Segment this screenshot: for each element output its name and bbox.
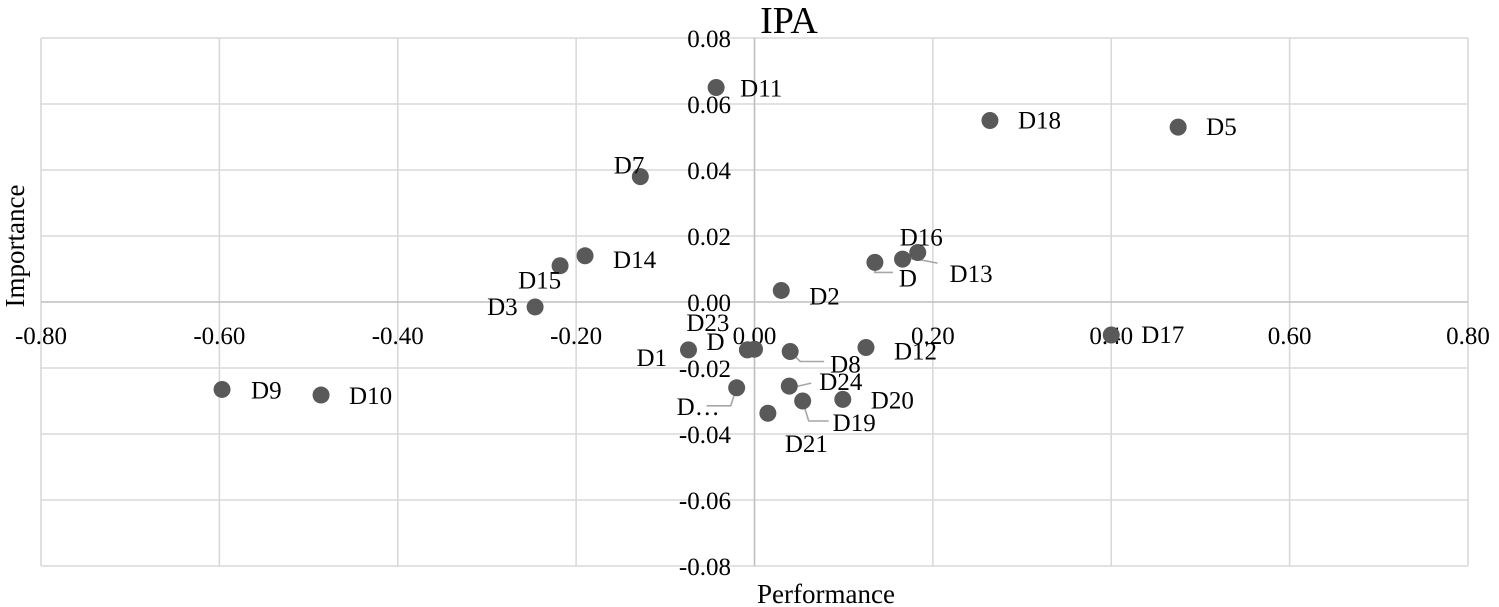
data-point-d <box>746 340 763 358</box>
data-label: D18 <box>1018 108 1061 135</box>
x-tick-label: -0.80 <box>15 323 67 350</box>
data-label: D <box>707 329 725 356</box>
data-label: D8 <box>830 352 861 379</box>
data-point-d5 <box>1169 118 1187 136</box>
x-tick-label: -0.60 <box>193 323 245 350</box>
data-point-d <box>728 379 746 397</box>
data-point-d11 <box>707 79 725 96</box>
data-label: D24 <box>819 369 863 396</box>
data-label: D23 <box>686 310 729 337</box>
y-tick-label: 0.08 <box>687 26 731 53</box>
data-label: D7 <box>614 153 645 180</box>
data-point-d17 <box>1102 326 1120 344</box>
data-point-d14 <box>576 247 594 265</box>
y-tick-label: -0.06 <box>679 488 731 515</box>
data-point-d13 <box>894 250 912 268</box>
data-label: D16 <box>900 225 943 252</box>
data-label: D13 <box>950 261 993 288</box>
data-point-d15 <box>551 257 569 275</box>
y-tick-label: 0.06 <box>687 92 731 119</box>
chart-title: IPA <box>760 0 818 42</box>
data-point-d16 <box>909 244 927 261</box>
data-point-d12 <box>857 339 875 357</box>
data-label: D20 <box>871 387 914 414</box>
x-tick-label: 0.80 <box>1446 323 1490 350</box>
data-point-d1 <box>680 341 698 359</box>
y-tick-label: -0.04 <box>679 422 732 449</box>
x-tick-label: -0.20 <box>550 323 602 350</box>
data-label: D5 <box>1206 114 1237 141</box>
data-point-d <box>866 253 884 271</box>
data-point-d24 <box>780 377 798 395</box>
data-label: D… <box>677 394 720 421</box>
data-point-d18 <box>981 112 999 129</box>
x-axis-title: Performance <box>757 579 895 607</box>
data-label: D12 <box>894 339 937 366</box>
data-label: D9 <box>251 377 282 404</box>
data-label: D14 <box>613 247 657 274</box>
x-tick-label: -0.40 <box>372 323 424 350</box>
data-label: D2 <box>809 283 840 310</box>
data-points <box>213 79 1187 422</box>
y-axis-title: Importance <box>0 185 30 308</box>
data-point-d10 <box>312 386 330 404</box>
x-tick-label: 0.60 <box>1268 323 1312 350</box>
y-tick-label: -0.02 <box>679 356 731 383</box>
y-tick-label: -0.08 <box>679 554 731 581</box>
data-label: D <box>899 265 917 292</box>
data-point-d19 <box>794 392 812 410</box>
y-tick-label: 0.02 <box>687 224 731 251</box>
data-point-d8 <box>781 343 799 360</box>
data-label: D10 <box>349 383 392 410</box>
data-label: D3 <box>487 294 518 321</box>
data-point-d9 <box>213 380 231 398</box>
data-point-d3 <box>526 298 544 316</box>
y-tick-label: 0.00 <box>687 290 731 317</box>
data-point-d2 <box>772 281 790 299</box>
data-label: D15 <box>518 268 561 295</box>
data-label: D21 <box>785 431 828 458</box>
y-tick-label: 0.04 <box>687 158 731 185</box>
data-label: D19 <box>833 410 876 437</box>
data-point-d7 <box>631 168 649 186</box>
tick-labels: -0.80-0.60-0.40-0.200.000.200.400.600.80… <box>15 26 1490 581</box>
data-point-d21 <box>759 404 777 422</box>
data-label: D17 <box>1141 322 1184 349</box>
data-label: D11 <box>740 76 782 103</box>
x-tick-label: 0.20 <box>911 323 955 350</box>
axes <box>41 38 1468 566</box>
data-label: D1 <box>637 345 668 372</box>
data-point-d20 <box>834 390 852 408</box>
